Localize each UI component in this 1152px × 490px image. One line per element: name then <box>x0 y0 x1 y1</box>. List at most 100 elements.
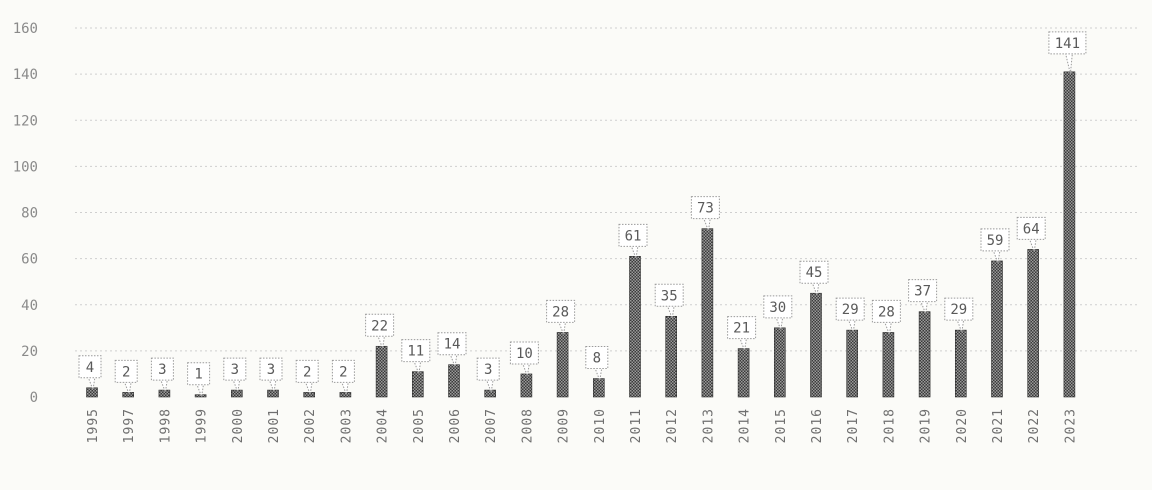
data-label-text: 61 <box>625 228 642 244</box>
x-tick-label: 1997 <box>122 408 137 443</box>
bar <box>556 332 569 398</box>
data-label: 64 <box>1016 216 1046 254</box>
data-label-text: 35 <box>661 288 678 304</box>
data-label-text: 21 <box>733 321 750 337</box>
data-label-box <box>331 359 355 383</box>
gridlines <box>75 27 1140 352</box>
data-label: 29 <box>944 297 974 335</box>
data-label-text: 30 <box>769 300 786 316</box>
data-label-box <box>295 359 319 383</box>
x-tick-label: 2020 <box>955 408 970 443</box>
bar <box>846 329 859 398</box>
data-label: 141 <box>1048 31 1087 74</box>
x-tick-label: 2018 <box>882 408 897 443</box>
y-tick-label: 120 <box>13 113 38 129</box>
data-label-box <box>871 299 901 323</box>
bar <box>918 311 931 398</box>
y-tick-label: 20 <box>21 344 38 360</box>
x-tick-label: 2016 <box>810 408 825 443</box>
x-tick-label: 2005 <box>412 408 427 443</box>
data-label-pointer <box>1064 52 1073 74</box>
data-label-text: 2 <box>339 364 347 380</box>
x-tick-label: 2021 <box>991 408 1006 443</box>
data-label-text: 141 <box>1055 36 1080 52</box>
data-label: 21 <box>727 316 757 353</box>
bar <box>1063 71 1076 398</box>
data-label-box <box>654 283 684 307</box>
y-tick-label: 80 <box>21 206 38 222</box>
data-label: 10 <box>509 341 539 378</box>
x-tick-label: 2014 <box>738 408 753 443</box>
data-label: 11 <box>401 339 431 376</box>
data-label-box <box>618 223 648 247</box>
x-tick-label: 2013 <box>701 408 716 443</box>
y-tick-label: 0 <box>30 390 38 406</box>
data-label: 2 <box>331 359 355 397</box>
y-tick-label: 160 <box>13 21 38 37</box>
data-label-box <box>187 362 211 386</box>
x-tick-label: 2011 <box>629 408 644 443</box>
data-label-box <box>799 260 829 284</box>
x-tick-label: 2015 <box>774 408 789 443</box>
x-tick-label: 2002 <box>303 408 318 443</box>
bar <box>773 327 786 398</box>
data-label: 2 <box>295 359 319 397</box>
data-label-text: 3 <box>484 362 492 378</box>
data-label-text: 3 <box>231 362 239 378</box>
data-label: 37 <box>908 279 938 316</box>
data-label: 8 <box>585 346 609 383</box>
data-label-box <box>223 357 247 381</box>
y-tick-label: 140 <box>13 67 38 83</box>
bar <box>665 315 678 398</box>
x-tick-label: 2009 <box>557 408 572 443</box>
x-tick-label: 2000 <box>231 408 246 443</box>
x-tick-label: 2012 <box>665 408 680 443</box>
x-tick-label: 2007 <box>484 408 499 443</box>
data-label: 35 <box>654 283 684 321</box>
data-label-text: 11 <box>407 344 424 360</box>
x-tick-label: 2001 <box>267 408 282 443</box>
data-label-text: 2 <box>122 364 130 380</box>
data-label: 1 <box>187 362 211 399</box>
data-label-text: 2 <box>303 364 311 380</box>
x-axis-ticks: 1995 1997 1998 1999 2000 2001 2002 2003 2004 2005… <box>86 408 1078 443</box>
data-label-text: 37 <box>914 284 931 300</box>
data-label: 30 <box>763 295 793 332</box>
data-label-box <box>1048 31 1087 55</box>
bar <box>701 228 714 398</box>
x-tick-label: 2022 <box>1027 408 1042 443</box>
data-label-text: 73 <box>697 201 714 217</box>
x-tick-label: 2008 <box>520 408 535 443</box>
x-tick-label: 1995 <box>86 408 101 443</box>
data-label-text: 45 <box>806 265 823 281</box>
data-label: 3 <box>150 357 174 395</box>
data-label: 4 <box>78 355 102 392</box>
data-label-box <box>727 316 757 340</box>
data-label: 3 <box>259 357 283 395</box>
bar <box>882 332 895 398</box>
data-label-text: 22 <box>371 318 388 334</box>
data-label: 14 <box>437 332 467 369</box>
y-axis-ticks: 0 20 40 60 80 100 120 140 160 <box>13 21 38 406</box>
bar <box>810 292 822 398</box>
data-label-box <box>690 196 720 220</box>
data-label-text: 14 <box>444 337 461 353</box>
x-tick-label: 2010 <box>593 408 608 443</box>
data-label-box <box>401 339 431 363</box>
x-tick-label: 1998 <box>158 408 173 443</box>
bar <box>954 329 967 398</box>
bar <box>86 387 98 398</box>
data-label: 45 <box>799 260 829 298</box>
x-tick-label: 2023 <box>1063 408 1078 443</box>
bar <box>484 389 497 398</box>
data-label-box <box>980 228 1010 252</box>
y-tick-label: 60 <box>21 252 38 268</box>
data-label-box <box>259 357 283 381</box>
data-label-box <box>546 299 576 323</box>
data-label: 73 <box>690 196 720 233</box>
bar <box>267 389 279 398</box>
x-tick-label: 2004 <box>376 408 391 443</box>
x-tick-label: 2003 <box>339 408 354 443</box>
data-label: 22 <box>365 313 395 351</box>
